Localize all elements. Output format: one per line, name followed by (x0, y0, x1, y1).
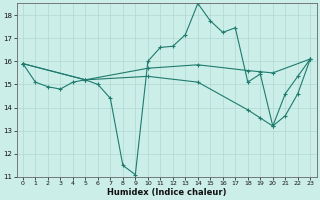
X-axis label: Humidex (Indice chaleur): Humidex (Indice chaleur) (107, 188, 226, 197)
